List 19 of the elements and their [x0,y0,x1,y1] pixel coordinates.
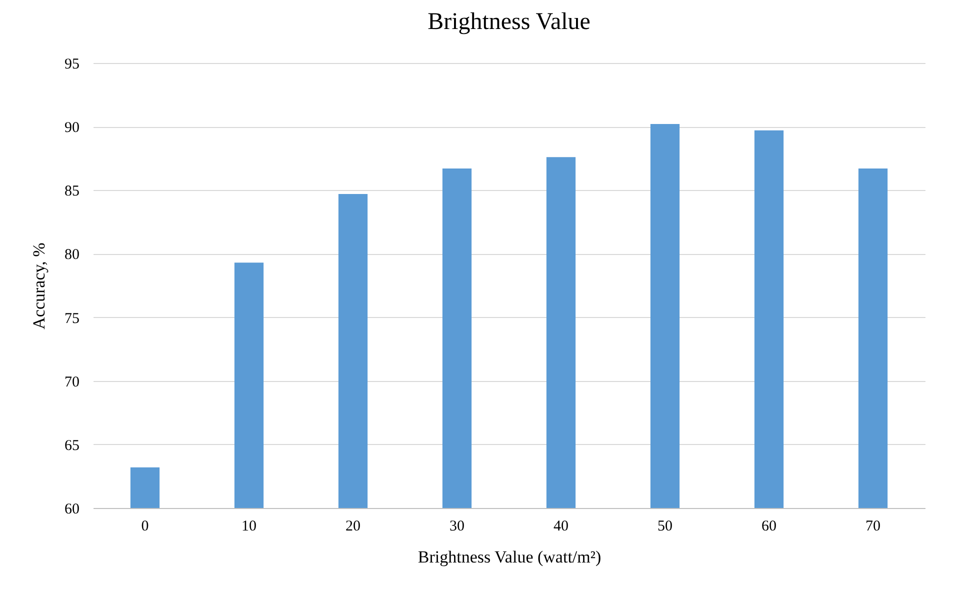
x-tick-label: 10 [242,518,256,534]
y-tick-label: 75 [64,310,80,327]
y-tick-label: 95 [64,56,80,72]
x-axis-title: Brightness Value (watt/m²) [418,548,602,566]
chart-title: Brightness Value [428,9,590,35]
x-tick-label: 70 [866,518,880,534]
x-tick-label: 50 [658,518,672,534]
y-tick-label: 80 [64,247,80,264]
y-tick-label: 90 [64,120,80,136]
x-tick-label: 20 [346,518,360,534]
x-tick-label: 40 [554,518,568,534]
y-axis-title: Accuracy, % [30,242,48,330]
y-tick-label: 70 [64,374,80,390]
y-tick-label: 85 [64,184,80,200]
x-tick-label: 30 [450,518,464,534]
y-tick-label: 60 [64,502,80,518]
x-tick-label: 60 [762,518,776,534]
x-tick-label: 0 [141,518,149,534]
y-tick-label: 65 [64,438,80,454]
